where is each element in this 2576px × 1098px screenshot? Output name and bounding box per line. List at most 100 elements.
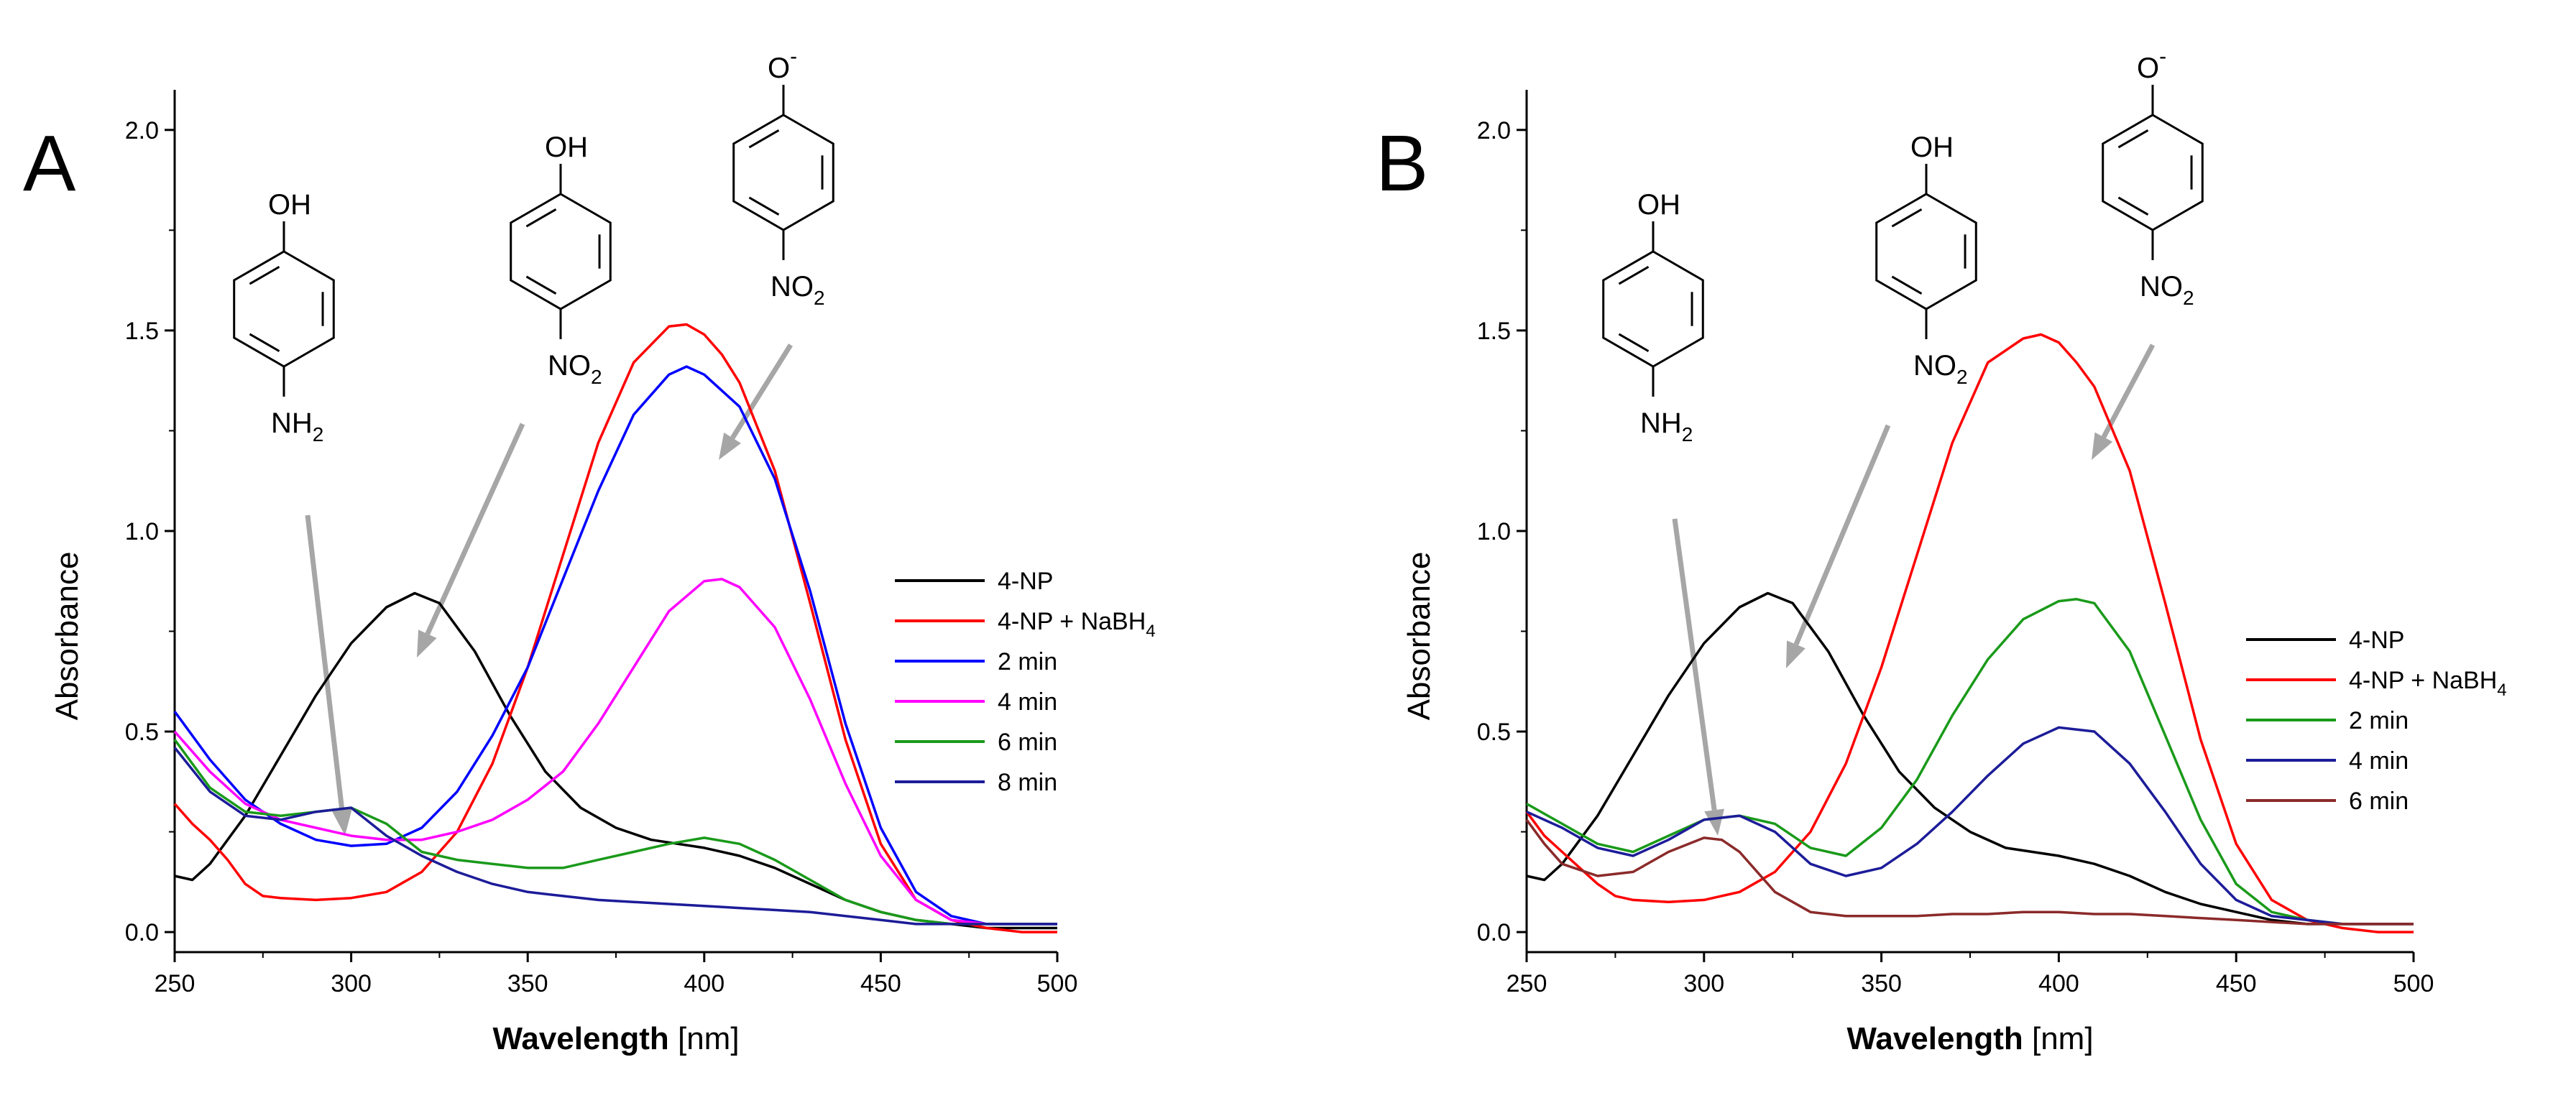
structure-aminophenol: OH NH2 bbox=[1602, 189, 1704, 446]
y-tick-label: 2.0 bbox=[1477, 117, 1511, 144]
benzene-ring bbox=[510, 193, 612, 310]
y-tick-label: 0.5 bbox=[1477, 719, 1511, 746]
double-bond bbox=[1891, 208, 1923, 228]
group-bottom-subscript: 2 bbox=[1956, 366, 1968, 388]
arrow-head bbox=[2092, 432, 2113, 460]
group-bottom: NO2 bbox=[548, 350, 602, 388]
legend-label: 6 min bbox=[2349, 788, 2409, 815]
group-top-main: O bbox=[768, 52, 790, 84]
group-top-main: O bbox=[2137, 52, 2159, 84]
double-bond bbox=[249, 333, 280, 352]
double-bond bbox=[249, 266, 280, 285]
x-tick-label: 400 bbox=[684, 970, 724, 997]
double-bond bbox=[525, 208, 557, 228]
group-bottom: NH2 bbox=[1640, 407, 1693, 446]
group-top-main: OH bbox=[268, 189, 311, 221]
arrow-head bbox=[1704, 808, 1725, 836]
double-bond bbox=[1891, 275, 1923, 295]
legend-label-subscript: 4 bbox=[1146, 622, 1155, 641]
y-tick-label: 0.0 bbox=[125, 919, 159, 946]
legend: 4-NP 4-NP + NaBH4 2 min 4 min 6 min 8 min bbox=[895, 568, 1156, 796]
arrow-head bbox=[719, 433, 741, 460]
benzene-ring bbox=[1602, 250, 1704, 368]
group-bottom: NO2 bbox=[770, 271, 825, 309]
pointer-arrow bbox=[1672, 518, 1725, 836]
y-tick-label: 0.5 bbox=[125, 719, 159, 746]
structure-nitrophenolate: O- NO2 bbox=[2102, 45, 2204, 309]
y-tick-label: 1.0 bbox=[125, 518, 159, 545]
double-bond bbox=[2117, 196, 2149, 216]
legend-label: 6 min bbox=[998, 729, 1057, 756]
group-bottom-subscript: 2 bbox=[313, 423, 324, 446]
group-top: OH bbox=[545, 132, 588, 163]
group-top-charge: - bbox=[2159, 45, 2166, 68]
x-tick-label: 500 bbox=[1037, 970, 1078, 997]
x-tick-label: 250 bbox=[1506, 970, 1547, 997]
y-tick-label: 1.5 bbox=[125, 318, 159, 345]
x-axis-title-main: Wavelength bbox=[1846, 1021, 2023, 1056]
group-bottom-main: NO bbox=[2140, 271, 2183, 303]
group-top: OH bbox=[1910, 132, 1954, 163]
double-bond bbox=[1618, 266, 1650, 285]
structure-aminophenol: OH NH2 bbox=[233, 189, 335, 446]
group-top: O- bbox=[2137, 45, 2166, 84]
panel-label: A bbox=[23, 119, 76, 208]
legend-label: 8 min bbox=[998, 769, 1057, 796]
group-bottom-subscript: 2 bbox=[1682, 423, 1693, 446]
y-tick-label: 1.5 bbox=[1477, 318, 1511, 345]
x-tick-label: 350 bbox=[1861, 970, 1902, 997]
arrow-shaft bbox=[2101, 343, 2156, 438]
double-bond bbox=[748, 196, 780, 216]
arrow-shaft bbox=[1793, 424, 1891, 646]
x-tick-label: 450 bbox=[860, 970, 901, 997]
pointer-arrow bbox=[2092, 343, 2156, 460]
x-tick-label: 500 bbox=[2393, 970, 2434, 997]
group-top-main: OH bbox=[1637, 189, 1680, 221]
series-line-4-np-nabh- bbox=[173, 323, 1057, 933]
benzene-ring bbox=[2102, 114, 2204, 231]
arrow-shaft bbox=[425, 423, 525, 635]
structure-nitrophenol: OH NO2 bbox=[510, 132, 612, 388]
arrow-head bbox=[1786, 640, 1806, 668]
group-bottom-main: NH bbox=[1640, 407, 1682, 439]
group-bottom-subscript: 2 bbox=[814, 287, 825, 309]
benzene-ring bbox=[732, 114, 834, 231]
group-top-charge: - bbox=[790, 45, 797, 68]
arrow-head bbox=[331, 808, 352, 836]
x-tick-label: 250 bbox=[155, 970, 196, 997]
group-bottom-main: NO bbox=[548, 350, 591, 382]
pointer-arrow bbox=[1786, 424, 1891, 668]
group-top: O- bbox=[768, 45, 797, 84]
group-bottom-subscript: 2 bbox=[2183, 287, 2194, 309]
x-tick-label: 400 bbox=[2038, 970, 2079, 997]
x-tick-label: 300 bbox=[1683, 970, 1724, 997]
x-axis-title: Wavelength [nm] bbox=[492, 1021, 739, 1056]
group-bottom-subscript: 2 bbox=[591, 366, 602, 388]
arrow-shaft bbox=[1672, 518, 1717, 811]
x-axis-title-main: Wavelength bbox=[492, 1021, 668, 1056]
double-bond bbox=[748, 129, 780, 149]
group-bottom: NH2 bbox=[271, 407, 323, 446]
legend-label: 4 min bbox=[998, 688, 1057, 716]
group-bottom-main: NO bbox=[1913, 350, 1956, 382]
series-line-4-min bbox=[1526, 726, 2414, 926]
series-line-8-min bbox=[173, 747, 1057, 926]
y-axis-title: Absorbance bbox=[1402, 552, 1437, 721]
series-line-2-min bbox=[173, 365, 1057, 926]
series-line-4-np bbox=[1526, 591, 2414, 926]
series-line-6-min bbox=[1525, 818, 2414, 926]
y-tick-label: 2.0 bbox=[125, 117, 159, 144]
arrow-head bbox=[417, 629, 437, 658]
x-tick-label: 350 bbox=[507, 970, 548, 997]
panel-label: B bbox=[1376, 119, 1428, 208]
pointer-arrow bbox=[417, 423, 525, 658]
group-top-main: OH bbox=[545, 132, 588, 163]
group-top: OH bbox=[268, 189, 311, 221]
x-tick-label: 300 bbox=[331, 970, 372, 997]
benzene-ring bbox=[233, 250, 335, 368]
series-line-4-min bbox=[173, 578, 1057, 926]
group-bottom-main: NH bbox=[271, 407, 313, 439]
legend-label: 2 min bbox=[2349, 707, 2409, 734]
